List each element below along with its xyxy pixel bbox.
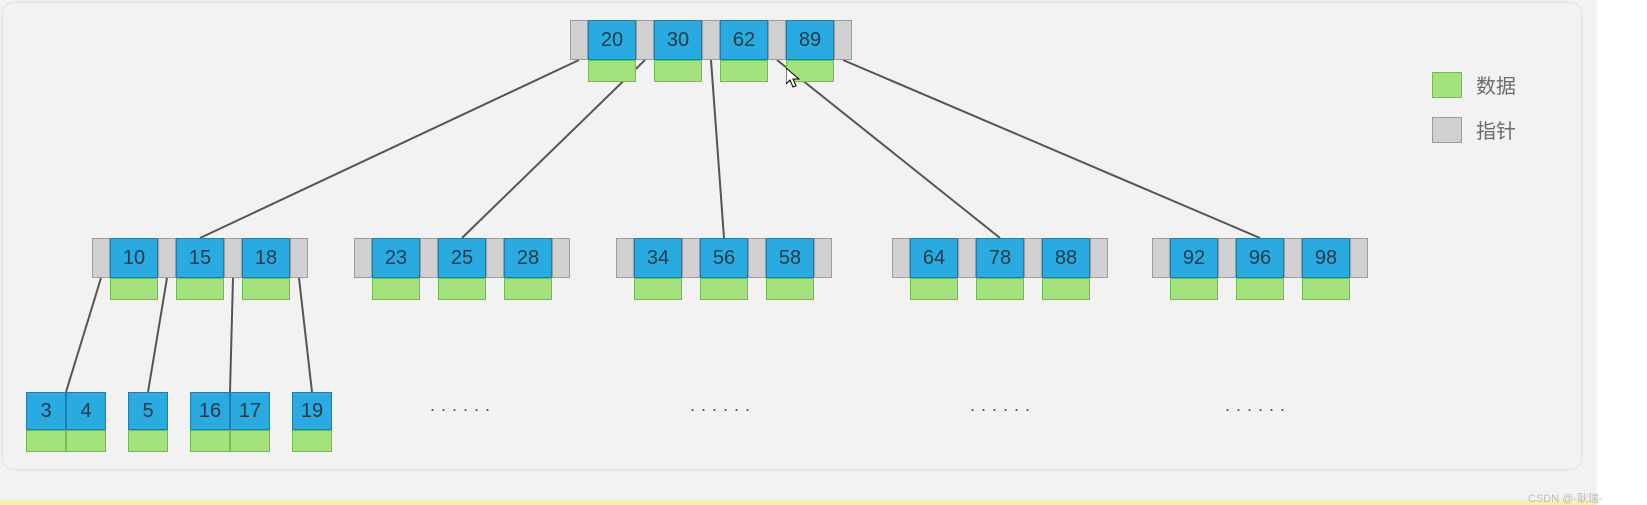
pointer-cell — [1152, 238, 1170, 278]
key-cell: 62 — [720, 20, 768, 60]
legend-label: 指针 — [1476, 115, 1516, 144]
key-cell: 16 — [190, 392, 230, 430]
pointer-cell — [290, 238, 308, 278]
legend-item: 数据 — [1432, 70, 1516, 99]
key-cell: 23 — [372, 238, 420, 278]
pointer-cell — [958, 238, 976, 278]
key-cell: 34 — [634, 238, 682, 278]
legend-item: 指针 — [1432, 115, 1516, 144]
pointer-cell — [570, 20, 588, 60]
data-cell — [292, 430, 332, 452]
ellipsis: ...... — [690, 395, 756, 416]
key-cell: 92 — [1170, 238, 1218, 278]
data-cell — [634, 278, 682, 300]
data-cell — [1302, 278, 1350, 300]
data-cell — [110, 278, 158, 300]
data-cell — [700, 278, 748, 300]
data-cell — [654, 60, 702, 82]
pointer-cell — [682, 238, 700, 278]
tree-node: 64 78 88 — [892, 238, 1108, 300]
key-cell: 78 — [976, 238, 1024, 278]
data-cell — [910, 278, 958, 300]
tree-node: 1617 — [190, 392, 270, 452]
key-cell: 3 — [26, 392, 66, 430]
key-cell: 96 — [1236, 238, 1284, 278]
key-cell: 18 — [242, 238, 290, 278]
data-cell — [720, 60, 768, 82]
pointer-cell — [892, 238, 910, 278]
pointer-cell — [158, 238, 176, 278]
data-cell — [976, 278, 1024, 300]
pointer-cell — [224, 238, 242, 278]
data-cell — [66, 430, 106, 452]
key-cell: 20 — [588, 20, 636, 60]
data-cell — [26, 430, 66, 452]
data-cell — [176, 278, 224, 300]
pointer-cell — [636, 20, 654, 60]
pointer-cell — [616, 238, 634, 278]
pointer-cell — [486, 238, 504, 278]
data-cell — [1042, 278, 1090, 300]
key-cell: 25 — [438, 238, 486, 278]
tree-node: 10 15 18 — [92, 238, 308, 300]
tree-node: 5 — [128, 392, 168, 452]
key-cell: 4 — [66, 392, 106, 430]
data-cell — [372, 278, 420, 300]
key-cell: 98 — [1302, 238, 1350, 278]
legend-label: 数据 — [1476, 70, 1516, 99]
key-cell: 28 — [504, 238, 552, 278]
key-cell: 19 — [292, 392, 332, 430]
data-cell — [1170, 278, 1218, 300]
cursor-icon — [786, 68, 804, 90]
data-cell — [128, 430, 168, 452]
data-cell — [190, 430, 230, 452]
pointer-cell — [702, 20, 720, 60]
watermark: CSDN @-耿瑞- — [1528, 490, 1603, 505]
ellipsis: ...... — [970, 395, 1036, 416]
key-cell: 58 — [766, 238, 814, 278]
key-cell: 5 — [128, 392, 168, 430]
data-cell — [438, 278, 486, 300]
pointer-cell — [1218, 238, 1236, 278]
tree-node: 92 96 98 — [1152, 238, 1368, 300]
pointer-cell — [748, 238, 766, 278]
key-cell: 88 — [1042, 238, 1090, 278]
data-cell — [1236, 278, 1284, 300]
tree-node: 34 56 58 — [616, 238, 832, 300]
pointer-cell — [420, 238, 438, 278]
data-cell — [588, 60, 636, 82]
key-cell: 15 — [176, 238, 224, 278]
tree-node: 19 — [292, 392, 332, 452]
ellipsis: ...... — [430, 395, 496, 416]
pointer-cell — [1024, 238, 1042, 278]
data-cell — [242, 278, 290, 300]
data-cell — [230, 430, 270, 452]
pointer-cell — [814, 238, 832, 278]
pointer-cell — [1284, 238, 1302, 278]
tree-node: 20 30 62 89 — [570, 20, 852, 82]
pointer-cell — [552, 238, 570, 278]
key-cell: 17 — [230, 392, 270, 430]
pointer-cell — [92, 238, 110, 278]
pointer-cell — [354, 238, 372, 278]
key-cell: 10 — [110, 238, 158, 278]
tree-node: 23 25 28 — [354, 238, 570, 300]
tree-node: 34 — [26, 392, 106, 452]
legend-swatch — [1432, 117, 1462, 143]
pointer-cell — [768, 20, 786, 60]
legend-swatch — [1432, 72, 1462, 98]
key-cell: 30 — [654, 20, 702, 60]
data-cell — [504, 278, 552, 300]
pointer-cell — [834, 20, 852, 60]
key-cell: 89 — [786, 20, 834, 60]
pointer-cell — [1350, 238, 1368, 278]
key-cell: 56 — [700, 238, 748, 278]
pointer-cell — [1090, 238, 1108, 278]
key-cell: 64 — [910, 238, 958, 278]
ellipsis: ...... — [1225, 395, 1291, 416]
data-cell — [766, 278, 814, 300]
